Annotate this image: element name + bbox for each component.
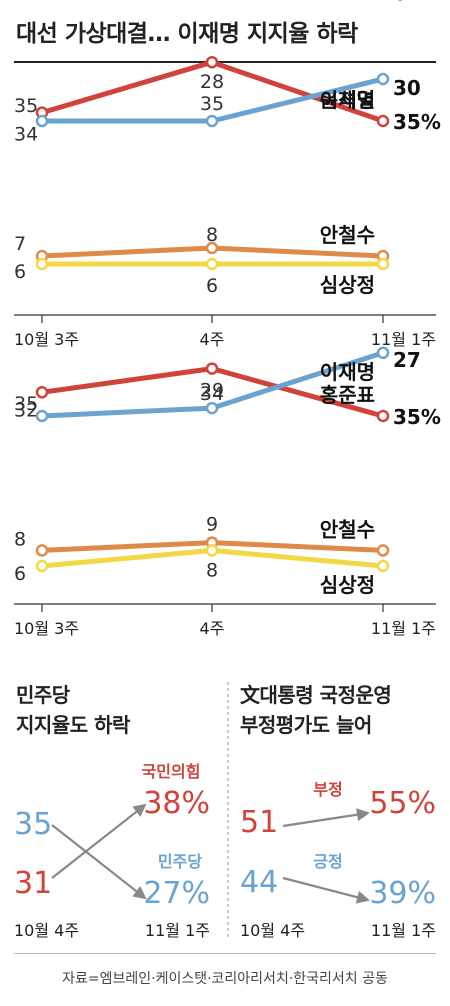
source-note: 자료=엠브레인·케이스탯·코리아리서치·한국리서치 공동 bbox=[62, 971, 388, 987]
title-rule bbox=[14, 61, 436, 63]
approval-subtitle-line-2: 부정평가도 늘어 bbox=[240, 713, 372, 737]
x-tick-label: 10월 3주 bbox=[14, 330, 79, 349]
data-label: 6 bbox=[206, 275, 218, 297]
data-point bbox=[205, 544, 219, 557]
data-label: 9 bbox=[206, 514, 218, 536]
data-point bbox=[205, 55, 219, 69]
x-tick-label: 11월 1주 bbox=[371, 619, 436, 638]
approval-subtitle: 文대통령 국정운영 부정평가도 늘어 bbox=[240, 680, 392, 740]
x-tick-label: 4주 bbox=[200, 619, 225, 638]
trend-arrow-line bbox=[51, 824, 146, 899]
data-label: 7 bbox=[14, 233, 26, 255]
party-subtitle: 민주당 지지율도 하락 bbox=[16, 680, 130, 740]
x-tick-label: 11월 1주 bbox=[371, 921, 436, 940]
trend-arrow-line bbox=[51, 804, 146, 879]
end-value-label: 30 bbox=[393, 76, 421, 100]
data-label: 34 bbox=[200, 383, 224, 405]
x-tick-label: 10월 4주 bbox=[240, 921, 305, 940]
series-name-label: 이재명 bbox=[320, 360, 375, 384]
series-name-label: 심상정 bbox=[320, 573, 375, 597]
data-label: 29 bbox=[200, 380, 224, 402]
approval-subtitle-line-1: 文대통령 국정운영 bbox=[240, 683, 392, 707]
chart-president-approval: 51 55% 부정 44 39% 긍정 10월 4주 11월 1주 bbox=[240, 780, 436, 940]
end-value-label: 27 bbox=[393, 348, 421, 372]
data-point bbox=[205, 114, 219, 128]
footer-rule bbox=[14, 953, 436, 954]
end-value: 38% bbox=[143, 786, 210, 821]
data-point bbox=[376, 257, 390, 271]
end-value-label: 35% bbox=[393, 110, 441, 134]
trend-arrow-line bbox=[282, 811, 369, 828]
series-name-label: 홍준표 bbox=[320, 383, 375, 407]
end-value-label: 7 bbox=[393, 0, 407, 5]
data-label: 28 bbox=[200, 71, 224, 93]
data-label: 6 bbox=[14, 261, 26, 283]
series-name-label: 긍정 bbox=[313, 852, 342, 871]
series-name-label: 부정 bbox=[313, 780, 342, 799]
data-point bbox=[35, 409, 49, 423]
data-label: 8 bbox=[206, 559, 218, 581]
data-point bbox=[35, 257, 49, 271]
start-value: 51 bbox=[240, 805, 278, 840]
data-point bbox=[376, 346, 390, 360]
data-point bbox=[376, 559, 390, 573]
x-tick-label: 4주 bbox=[200, 330, 225, 349]
trend-arrow-head bbox=[356, 808, 370, 822]
trend-arrow-head bbox=[355, 890, 370, 904]
data-label: 34 bbox=[14, 124, 38, 146]
data-point bbox=[205, 401, 219, 415]
data-point bbox=[376, 544, 390, 557]
trend-arrow-head bbox=[132, 803, 147, 817]
series-name-label: 민주당 bbox=[158, 852, 202, 871]
x-tick-label: 10월 3주 bbox=[14, 619, 79, 638]
chart-candidates-hong: 10월 3주 4주 11월 1주 32 29 35% 홍준표 35 34 27 이재명 8 9 8 안철수 6… bbox=[14, 0, 441, 638]
end-value: 39% bbox=[369, 876, 436, 911]
party-subtitle-line-1: 민주당 bbox=[16, 683, 70, 707]
data-point bbox=[376, 114, 390, 128]
x-tick-label: 10월 4주 bbox=[14, 921, 79, 940]
page-title: 대선 가상대결… 이재명 지지율 하락 bbox=[16, 21, 358, 47]
data-label: 32 bbox=[14, 399, 38, 421]
end-value-label: 8 bbox=[393, 0, 407, 5]
trend-arrow-line bbox=[282, 876, 369, 902]
data-point bbox=[205, 257, 219, 271]
end-value-label: 35% bbox=[393, 405, 441, 429]
end-value-label: 6 bbox=[393, 0, 407, 5]
series-name-label: 이재명 bbox=[320, 88, 375, 112]
data-point bbox=[35, 386, 49, 399]
party-subtitle-line-2: 지지율도 하락 bbox=[16, 713, 130, 737]
data-label: 35 bbox=[200, 93, 224, 115]
data-point bbox=[35, 114, 49, 128]
series-name-label: 국민의힘 bbox=[142, 762, 201, 781]
data-label: 6 bbox=[14, 563, 26, 585]
data-label: 35 bbox=[14, 393, 38, 415]
series-name-label: 안철수 bbox=[320, 223, 375, 247]
start-value: 35 bbox=[14, 807, 52, 842]
end-value: 55% bbox=[369, 786, 436, 821]
trend-arrow-head bbox=[132, 886, 147, 900]
start-value: 31 bbox=[14, 866, 52, 901]
end-value: 27% bbox=[143, 876, 210, 911]
data-point bbox=[376, 409, 390, 423]
data-label: 8 bbox=[14, 528, 26, 550]
series-name-label: 안철수 bbox=[320, 517, 375, 541]
data-point bbox=[35, 559, 49, 573]
data-point bbox=[205, 362, 219, 375]
series-name-label: 심상정 bbox=[320, 273, 375, 297]
start-value: 44 bbox=[240, 865, 278, 900]
x-tick-label: 11월 1주 bbox=[371, 330, 436, 349]
chart-party-support: 31 38% 국민의힘 35 27% 민주당 10월 4주 11월 1주 bbox=[14, 762, 210, 940]
x-tick-label: 11월 1주 bbox=[145, 921, 210, 940]
data-point bbox=[205, 241, 219, 255]
data-point bbox=[376, 72, 390, 86]
data-point bbox=[35, 544, 49, 557]
data-label: 35 bbox=[14, 95, 38, 117]
data-label: 8 bbox=[206, 224, 218, 246]
end-value-label: 6 bbox=[393, 0, 407, 5]
